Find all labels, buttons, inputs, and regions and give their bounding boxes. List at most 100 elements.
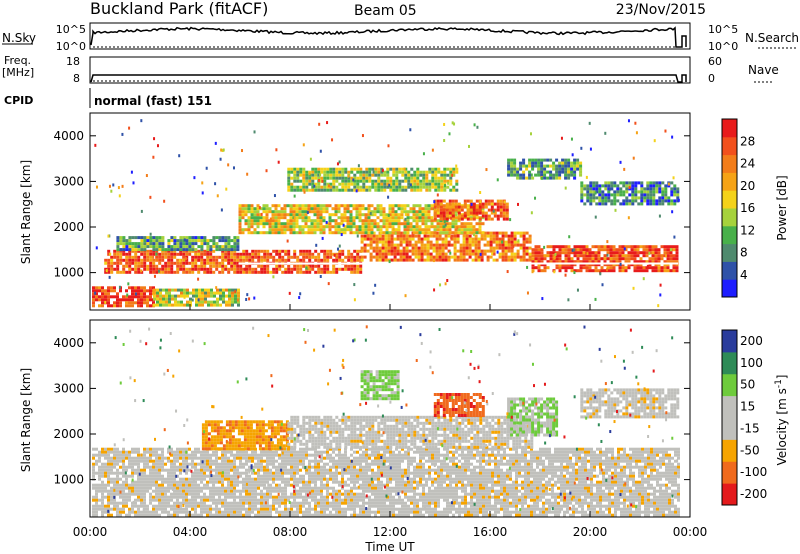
- power-cell: [606, 248, 610, 252]
- power-cell: [213, 303, 216, 307]
- power-cell: [194, 264, 198, 268]
- velocity-cell: [140, 510, 143, 514]
- velocity-cell: [203, 465, 206, 469]
- velocity-cell: [266, 504, 269, 508]
- velocity-cell: [230, 477, 233, 481]
- velocity-cell: [236, 483, 239, 487]
- power-cell: [197, 258, 201, 262]
- power-cell: [137, 298, 140, 302]
- velocity-cell: [206, 450, 209, 454]
- power-cell: [296, 185, 300, 189]
- velocity-cell: [233, 468, 236, 472]
- power-cell: [657, 251, 661, 255]
- power-cell: [639, 257, 643, 261]
- power-cell: [471, 237, 475, 241]
- power-cell: [218, 239, 222, 243]
- power-speck: [313, 184, 316, 188]
- power-cell: [290, 267, 294, 271]
- power-cell: [372, 246, 376, 250]
- power-cell: [407, 182, 411, 186]
- power-cell: [296, 255, 300, 259]
- power-cell: [459, 258, 463, 262]
- velocity-cell: [287, 513, 290, 517]
- power-cell: [676, 193, 680, 197]
- power-cell: [146, 304, 149, 308]
- velocity-cell: [143, 468, 146, 472]
- power-cell: [236, 236, 240, 240]
- power-cell: [664, 190, 668, 194]
- power-cell: [472, 228, 476, 232]
- power-cell: [201, 300, 204, 304]
- power-cell: [505, 214, 509, 218]
- power-cell: [411, 237, 415, 241]
- power-cell: [404, 179, 408, 183]
- velocity-cell: [242, 453, 245, 457]
- power-cell: [221, 249, 225, 253]
- power-cell: [311, 252, 315, 256]
- power-cell: [218, 236, 222, 240]
- power-cell: [188, 249, 192, 253]
- power-cell: [655, 181, 659, 185]
- velocity-cell: [107, 468, 110, 472]
- power-cell: [658, 181, 662, 185]
- power-cell: [658, 184, 662, 188]
- power-cell: [609, 251, 613, 255]
- power-cell: [490, 205, 494, 209]
- velocity-cell: [200, 462, 203, 466]
- velocity-cell: [266, 474, 269, 478]
- velocity-cell: [152, 453, 155, 457]
- power-cell: [307, 216, 311, 220]
- velocity-cell: [221, 468, 224, 472]
- power-cell: [212, 239, 216, 243]
- power-cell: [439, 225, 443, 229]
- power-cell: [651, 260, 655, 264]
- power-cell: [444, 237, 448, 241]
- power-cell: [158, 267, 162, 271]
- power-cell: [442, 231, 446, 235]
- velocity-cell: [134, 489, 137, 493]
- power-cell: [353, 176, 357, 180]
- velocity-cell: [194, 468, 197, 472]
- power-cell: [588, 257, 592, 261]
- power-cell: [478, 231, 482, 235]
- power-cell: [149, 295, 152, 299]
- velocity-cell: [212, 513, 215, 517]
- power-cell: [634, 184, 638, 188]
- velocity-cell: [113, 477, 116, 481]
- velocity-cell: [110, 462, 113, 466]
- velocity-cell: [188, 486, 191, 490]
- velocity-cell: [293, 501, 296, 505]
- power-cell: [230, 239, 234, 243]
- power-cell: [140, 292, 143, 296]
- power-cell: [317, 173, 321, 177]
- power-cell: [372, 249, 376, 253]
- power-cell: [116, 252, 120, 256]
- power-cell: [367, 204, 371, 208]
- power-speck: [677, 198, 680, 202]
- power-cell: [534, 245, 538, 249]
- velocity-cell: [155, 450, 158, 454]
- velocity-cell: [209, 498, 212, 502]
- velocity-cell: [263, 504, 266, 508]
- power-cell: [329, 185, 333, 189]
- power-cell: [669, 260, 673, 264]
- power-cell: [651, 257, 655, 261]
- power-cell: [277, 225, 281, 229]
- velocity-cell: [248, 480, 251, 484]
- power-cell: [341, 182, 345, 186]
- power-cell: [507, 234, 511, 238]
- power-speck: [140, 209, 143, 213]
- velocity-cell: [239, 498, 242, 502]
- power-cell: [122, 245, 126, 249]
- power-cell: [346, 228, 350, 232]
- power-cell: [618, 266, 622, 270]
- power-cell: [289, 228, 293, 232]
- power-cell: [344, 182, 348, 186]
- power-cell: [308, 255, 312, 259]
- velocity-cell: [233, 480, 236, 484]
- power-cell: [122, 242, 126, 246]
- velocity-cell: [104, 453, 107, 457]
- power-cell: [197, 249, 201, 253]
- power-cell: [415, 213, 419, 217]
- power-cell: [417, 252, 421, 256]
